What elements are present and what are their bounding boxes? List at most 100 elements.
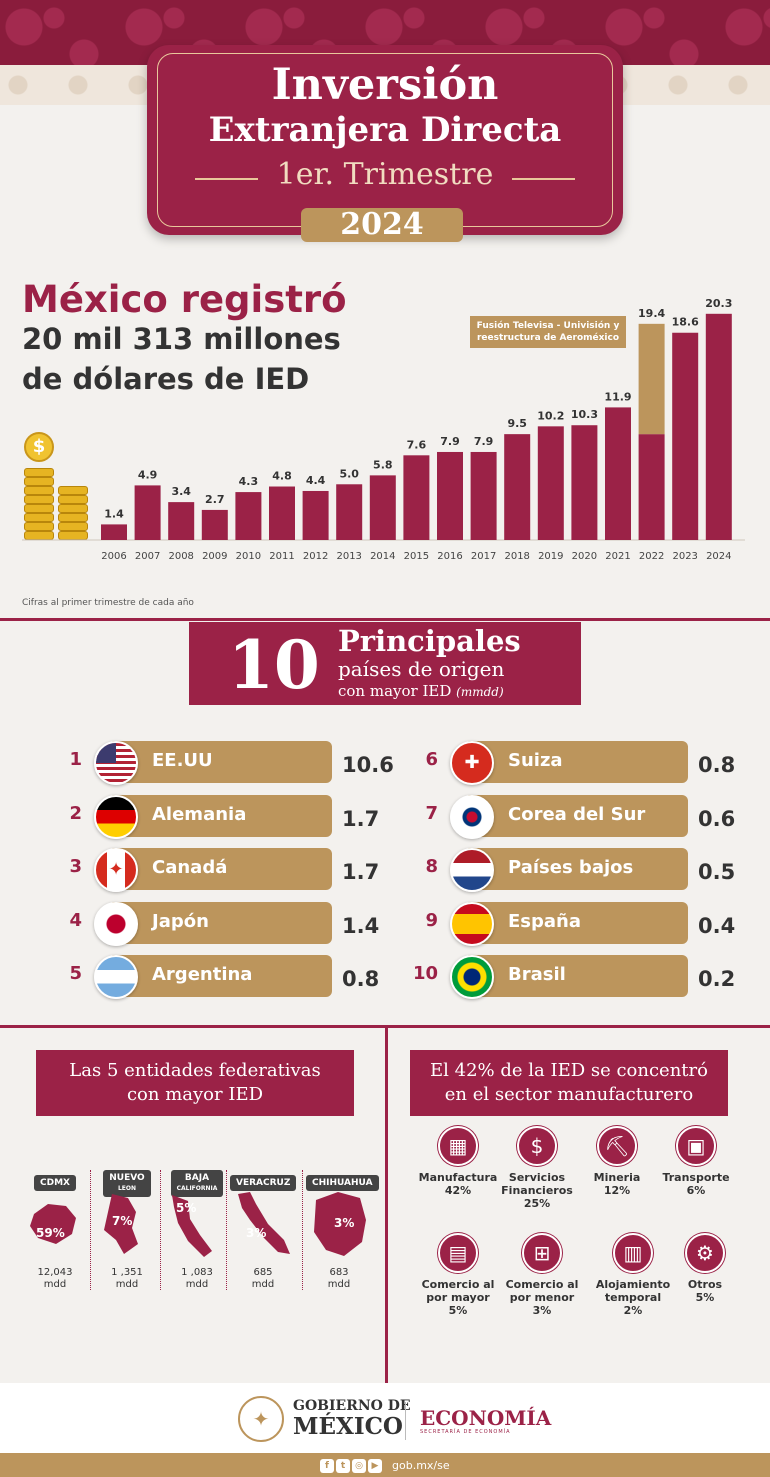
x-tick-label-2017: 2017 <box>471 551 496 562</box>
sector-name: Comercio al por menor <box>505 1278 579 1304</box>
flag-es-icon <box>450 901 494 946</box>
youtube-icon[interactable]: ▶ <box>368 1459 382 1473</box>
state-value-unit: mdd <box>43 1279 67 1290</box>
bar-2015 <box>403 455 430 540</box>
bar-2022-extraordinary <box>638 323 665 435</box>
bar-value-label-2018: 9.5 <box>507 417 527 430</box>
state-value: 1 ,083 mdd <box>164 1267 230 1291</box>
sector-percent: 5% <box>448 1304 468 1317</box>
country-pill <box>464 955 688 997</box>
country-name: España <box>508 910 582 932</box>
country-rank: 1 <box>69 749 82 770</box>
state-map-shape <box>30 1204 76 1244</box>
state-label: NUEVO LEON <box>103 1170 151 1197</box>
country-pill <box>464 901 688 944</box>
state-label-line-2: LEON <box>117 1185 137 1192</box>
sector-percent: 5% <box>695 1291 715 1304</box>
truck-icon: ▤ <box>438 1233 478 1273</box>
bar-2016 <box>437 451 463 540</box>
top10-title-line-3-text: con mayor IED <box>338 682 452 700</box>
bar-value-label-2024: 20.3 <box>705 297 732 310</box>
x-tick-label-2013: 2013 <box>336 551 361 562</box>
state-label: CHIHUAHUA <box>306 1175 379 1191</box>
sector-name: Comercio al por mayor <box>421 1278 495 1304</box>
x-tick-label-2011: 2011 <box>269 551 294 562</box>
bar-value-label-2012: 4.4 <box>306 474 326 487</box>
footer-url-link[interactable]: gob.mx/se <box>392 1459 450 1472</box>
state-label: BAJA CALIFORNIA <box>170 1170 224 1197</box>
title-card <box>147 45 623 235</box>
headline-line-2: 20 mil 313 millones <box>22 322 341 356</box>
mine-cart-icon: ⛏ <box>597 1126 637 1166</box>
x-tick-label-2019: 2019 <box>538 551 563 562</box>
country-rank: 7 <box>425 802 438 824</box>
bar-2010 <box>235 492 262 540</box>
x-tick-label-2018: 2018 <box>504 551 529 562</box>
title-line-3: 1er. Trimestre <box>276 157 494 192</box>
state-dotted-separator <box>90 1170 91 1290</box>
instagram-icon[interactable]: ◎ <box>352 1459 366 1473</box>
bar-2024 <box>705 313 732 540</box>
country-value: 1.7 <box>342 860 380 884</box>
chart-footnote: Cifras al primer trimestre de cada año <box>22 598 194 608</box>
title-deco-line-left <box>195 178 258 180</box>
bar-value-label-2010: 4.3 <box>239 475 259 488</box>
ied-bar-chart: 1.4 2006 4.9 2007 3.4 2008 2.7 2009 4.3 2010 4.8 20… <box>22 297 745 562</box>
sector-name: Alojamiento temporal <box>595 1278 671 1304</box>
state-dotted-separator <box>160 1170 161 1290</box>
country-name: Alemania <box>152 803 247 825</box>
country-name: Canadá <box>152 857 228 878</box>
sector-item: ⚙ Otros 5% <box>660 1233 750 1304</box>
x-tick-label-2015: 2015 <box>404 551 429 562</box>
states-title-line-2: con mayor IED <box>126 1084 264 1105</box>
bar-value-label-2011: 4.8 <box>272 470 292 483</box>
bar-value-label-2013: 5.0 <box>339 467 359 480</box>
country-pill <box>108 794 332 837</box>
headline-line-1: México registró <box>22 278 347 321</box>
sector-percent: 3% <box>532 1304 552 1317</box>
gear-icon: ⚙ <box>685 1233 725 1273</box>
state-label: VERACRUZ <box>230 1175 297 1191</box>
top10-number: 10 <box>228 626 320 704</box>
footer-gobierno-line-2: MÉXICO <box>293 1413 403 1440</box>
country-row: 10 Brasil 0.2 <box>412 955 742 999</box>
country-pill <box>464 794 688 837</box>
vertical-divider <box>385 1028 388 1383</box>
country-name: Argentina <box>152 964 253 985</box>
title-line-2: Extranjera Directa <box>208 110 562 150</box>
sector-item: ▦ Manufactura 42% <box>413 1126 503 1197</box>
state-value: 683 mdd <box>306 1267 372 1291</box>
state-card: BAJA CALIFORNIA <box>164 1170 230 1197</box>
footer-bar <box>0 1453 770 1477</box>
country-pill <box>108 848 332 890</box>
facebook-icon[interactable]: f <box>320 1459 334 1473</box>
coin-stack-piece <box>58 504 88 513</box>
country-pill <box>464 741 688 783</box>
state-dotted-separator <box>302 1170 303 1290</box>
bar-2018 <box>504 434 531 540</box>
state-card: CHIHUAHUA <box>306 1170 379 1191</box>
flag-nl-icon <box>450 848 494 892</box>
country-name: Suiza <box>508 750 563 771</box>
country-row: 1 EE.UU 10.6 <box>56 741 394 785</box>
x-tick-label-2008: 2008 <box>168 551 193 562</box>
twitter-icon[interactable]: t <box>336 1459 350 1473</box>
state-label-line-2: CALIFORNIA <box>176 1185 218 1192</box>
country-rank: 10 <box>412 963 438 984</box>
x-tick-label-2024: 2024 <box>706 551 731 562</box>
country-name: Japón <box>152 910 209 932</box>
state-value-unit: mdd <box>251 1279 275 1290</box>
state-dotted-separator <box>226 1170 227 1290</box>
sectors-title-line-1: El 42% de la IED se concentró <box>430 1060 708 1081</box>
states-title-box: Las 5 entidades federativas con mayor IE… <box>36 1050 354 1116</box>
sector-percent: 42% <box>444 1184 472 1197</box>
country-row: 7 Corea del Sur 0.6 <box>412 794 742 839</box>
x-tick-label-2007: 2007 <box>135 551 160 562</box>
country-pill <box>108 901 332 944</box>
country-value: 10.6 <box>342 753 394 777</box>
state-value-unit: mdd <box>115 1279 139 1290</box>
bar-2007 <box>134 485 161 540</box>
bar-value-label-2017: 7.9 <box>474 435 494 448</box>
top10-title-line-3: con mayor IED (mmdd) <box>338 682 504 700</box>
chart-annotation-box: Fusión Televisa - Univisión y reestructu… <box>470 316 626 348</box>
